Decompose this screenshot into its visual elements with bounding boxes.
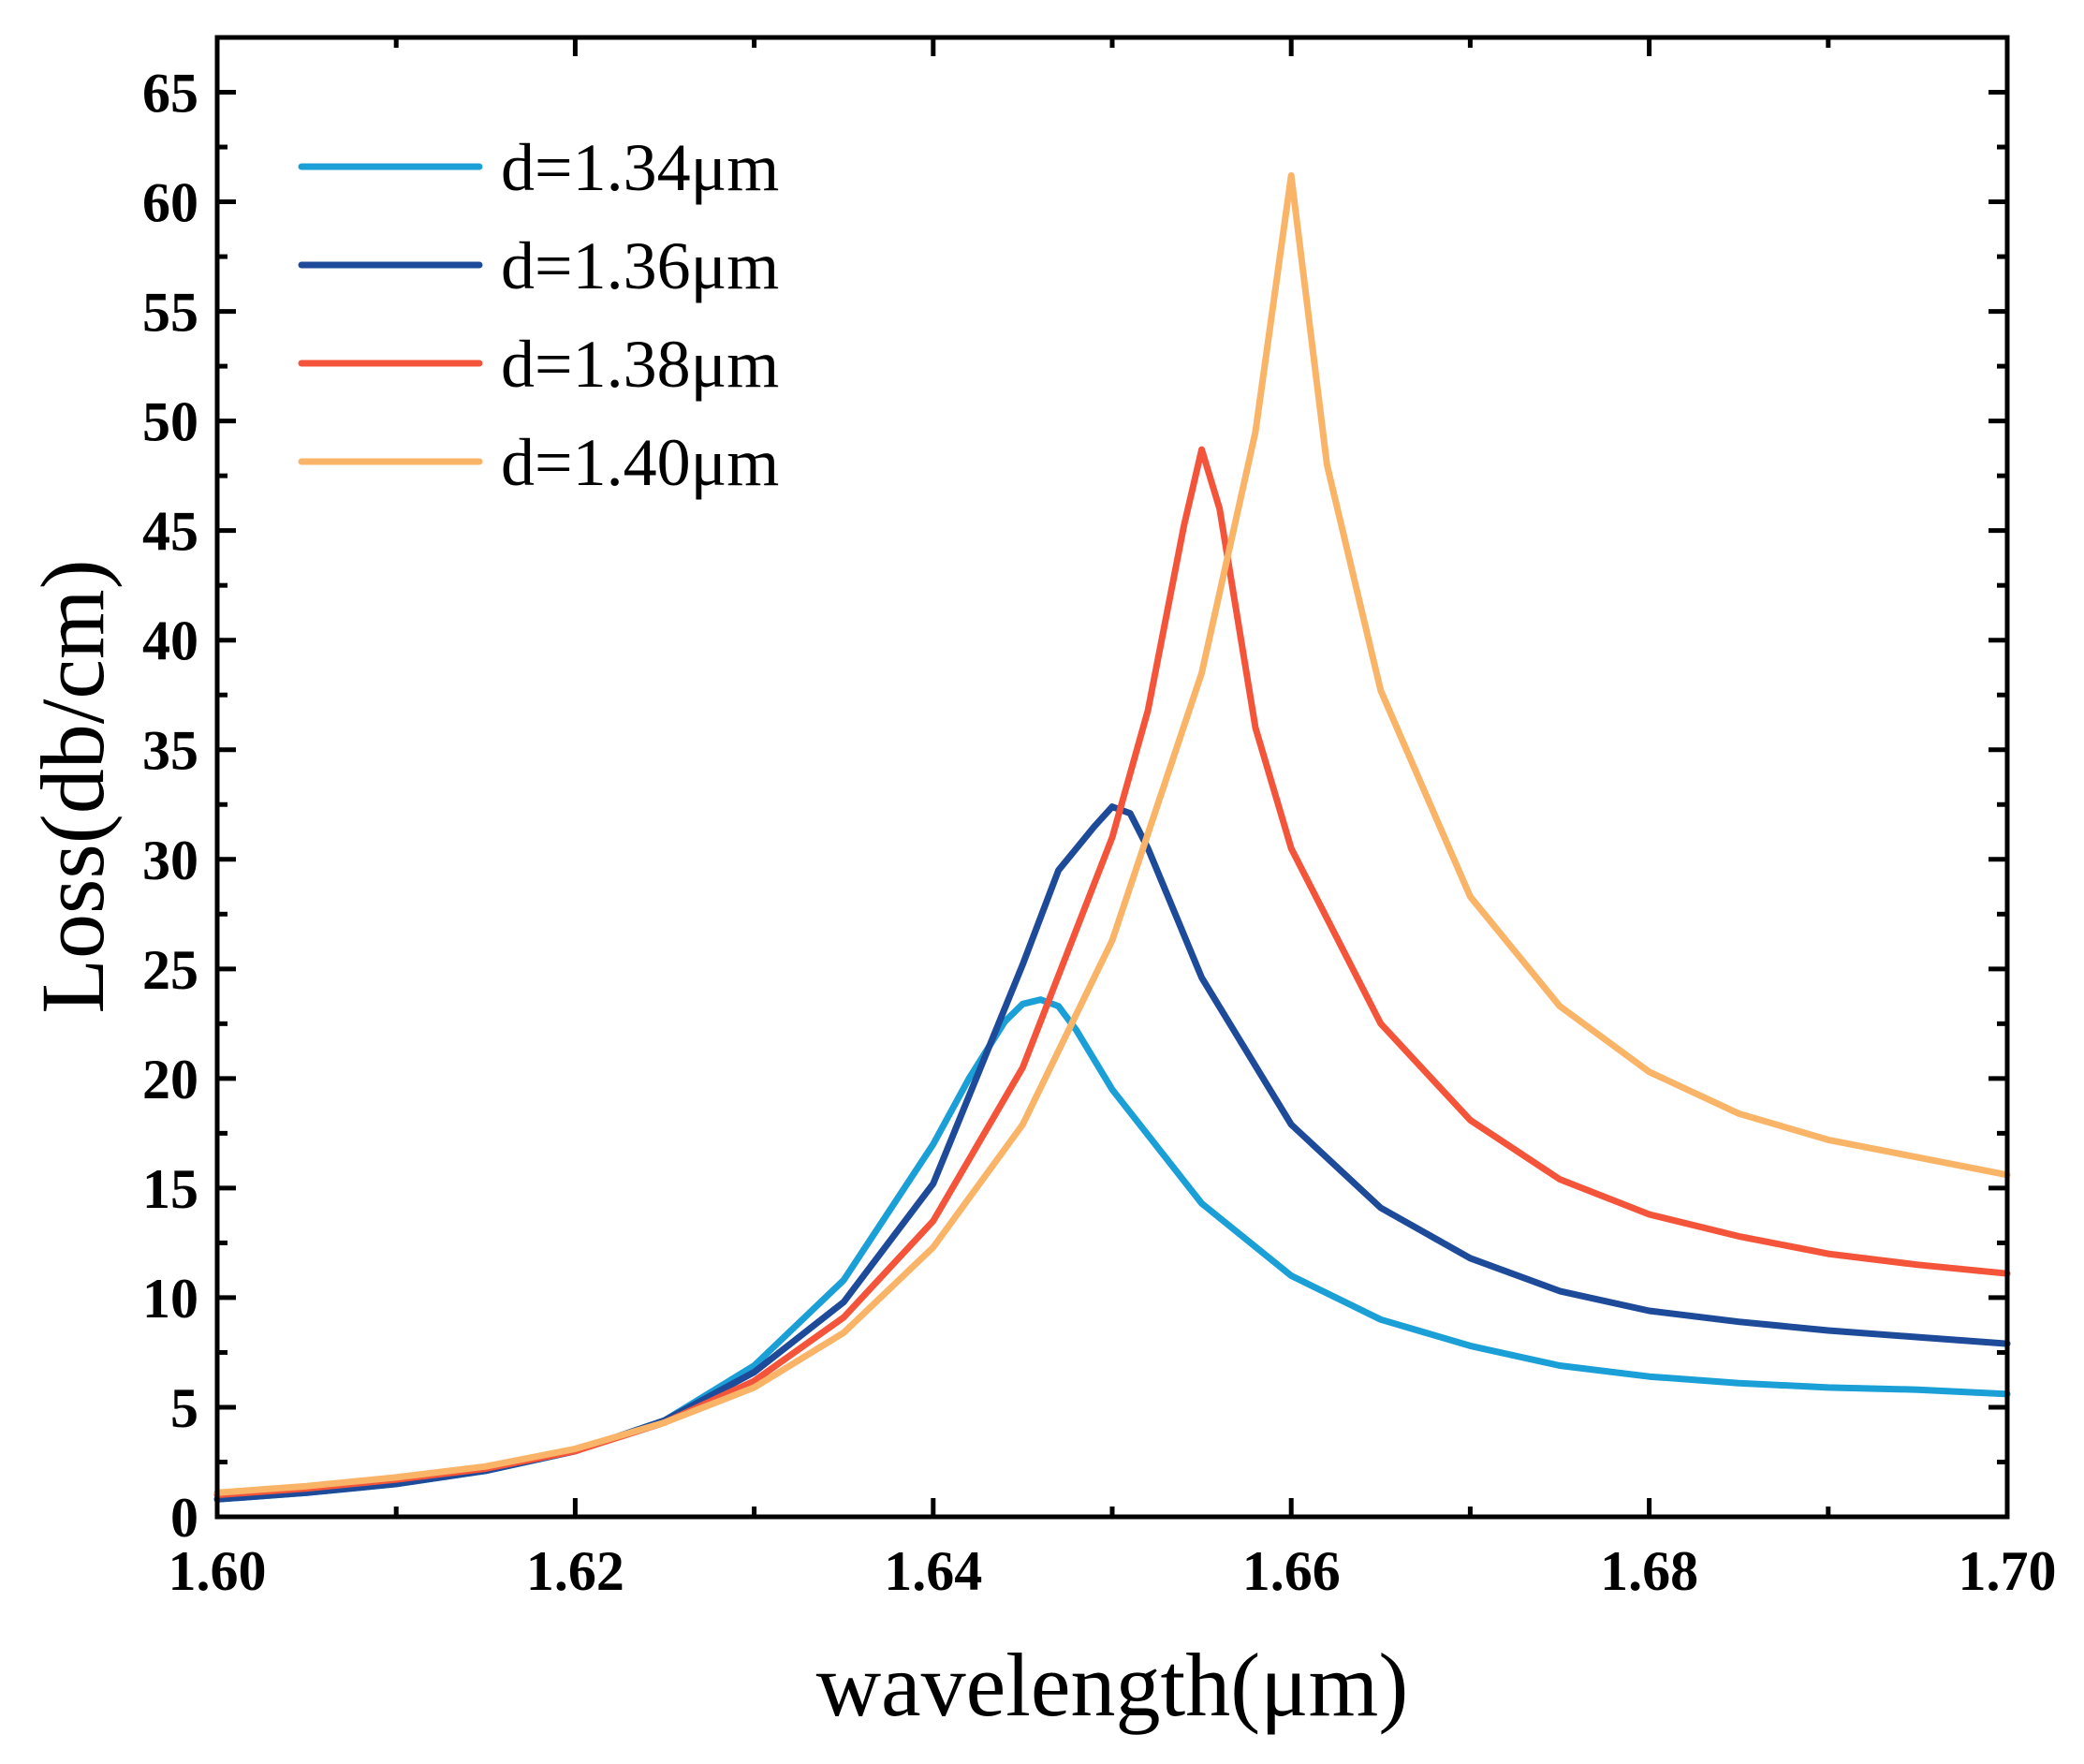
y-tick-label: 20	[142, 1049, 198, 1110]
x-tick-label: 1.66	[1242, 1540, 1341, 1602]
legend-label-3: d=1.38μm	[501, 327, 779, 402]
x-tick-label: 1.68	[1600, 1540, 1698, 1602]
x-tick-label: 1.64	[884, 1540, 982, 1602]
y-axis-title: Loss(db/cm)	[22, 559, 123, 1013]
plot-frame	[214, 35, 2010, 1520]
x-tick-label: 1.70	[1959, 1540, 2057, 1602]
legend-label-4: d=1.40μm	[501, 425, 779, 500]
y-tick-label: 60	[142, 172, 198, 234]
y-tick-label: 40	[142, 610, 198, 672]
series-line-4	[213, 172, 2011, 1496]
legend: d=1.34μm d=1.36μm d=1.38μm d=1.40μm	[298, 130, 779, 500]
y-tick-label: 15	[142, 1158, 198, 1220]
x-tick-label: 1.60	[169, 1540, 267, 1602]
y-tick-label: 55	[142, 282, 198, 344]
y-tick-label: 25	[142, 939, 198, 1001]
y-tick-label: 5	[170, 1377, 198, 1439]
y-tick-label: 65	[142, 63, 198, 125]
y-tick-label: 35	[142, 720, 198, 782]
y-tick-label: 50	[142, 391, 198, 453]
y-tick-label: 10	[142, 1268, 198, 1330]
y-tick-label: 0	[170, 1487, 198, 1549]
legend-label-1: d=1.34μm	[501, 130, 779, 205]
tick-labels-layer: 1.60 1.62 1.64 1.66 1.68 1.70 0 5 10 15 20 25 30 35 40…	[142, 63, 2057, 1602]
x-axis-title: wavelength(μm)	[816, 1635, 1409, 1735]
legend-label-2: d=1.36μm	[501, 228, 779, 303]
series-layer	[213, 172, 2011, 1503]
y-tick-label: 30	[142, 830, 198, 891]
y-tick-label: 45	[142, 501, 198, 563]
x-tick-label: 1.62	[526, 1540, 624, 1602]
